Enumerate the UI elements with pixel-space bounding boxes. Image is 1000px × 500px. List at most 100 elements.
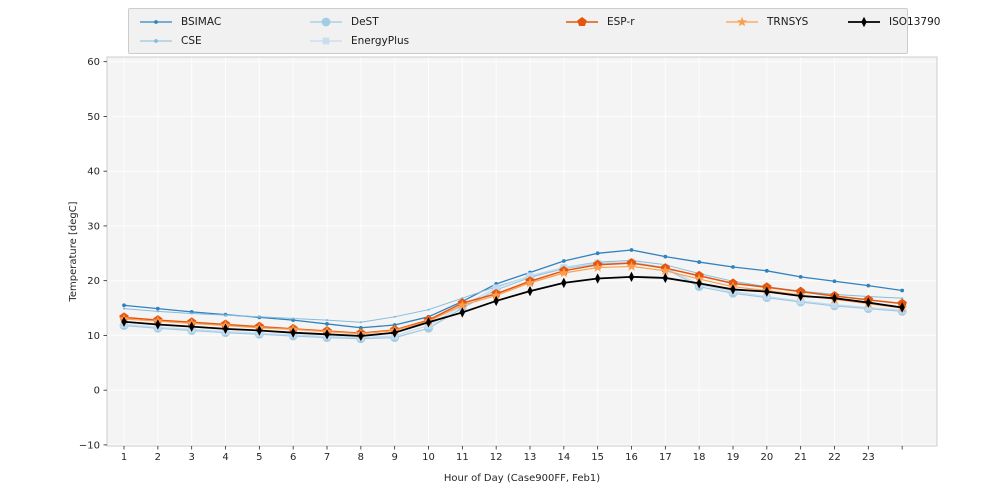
legend-marker-TRNSYS	[726, 16, 758, 26]
data-point	[861, 16, 867, 27]
data-point	[561, 277, 567, 289]
legend-marker-CSE	[140, 38, 172, 43]
data-point	[122, 303, 126, 308]
data-point	[492, 284, 500, 292]
data-point	[457, 299, 468, 310]
data-point	[660, 265, 671, 276]
data-point	[459, 307, 466, 318]
legend-label-TRNSYS: TRNSYS	[767, 15, 809, 28]
y-tick-label: 30	[87, 221, 100, 232]
data-point	[730, 284, 736, 295]
x-tick-label: 13	[524, 452, 537, 463]
data-point	[663, 254, 668, 259]
data-point	[154, 38, 158, 43]
data-point	[629, 248, 634, 252]
y-tick-label: 20	[87, 276, 100, 287]
data-point	[901, 297, 904, 300]
data-point	[393, 315, 396, 318]
data-point	[577, 16, 587, 26]
data-point	[595, 251, 600, 256]
x-tick-label: 11	[456, 452, 469, 463]
data-point	[899, 302, 905, 313]
data-point	[292, 317, 295, 320]
legend-item-BSIMAC: BSIMAC	[139, 13, 309, 30]
y-tick-label: 50	[87, 112, 100, 123]
legend-label-BSIMAC: BSIMAC	[181, 15, 222, 28]
data-point	[425, 317, 432, 328]
x-tick-label: 20	[760, 452, 773, 463]
data-point	[626, 261, 637, 271]
data-point	[493, 295, 499, 307]
data-point	[558, 267, 569, 278]
x-tick-label: 1	[121, 452, 127, 463]
legend-item-TRNSYS: TRNSYS	[725, 13, 847, 30]
legend-item-ISO13790: ISO13790	[847, 13, 940, 30]
data-point	[697, 260, 702, 264]
data-point	[188, 321, 195, 332]
data-point	[764, 286, 770, 297]
legend-marker-ISO13790	[848, 16, 880, 27]
data-point	[592, 262, 603, 272]
data-point	[156, 310, 159, 313]
data-point	[155, 319, 161, 330]
x-tick-label: 16	[625, 452, 638, 463]
data-point	[865, 297, 872, 308]
x-tick-label: 19	[727, 452, 740, 463]
legend-label-ESP-r: ESP-r	[607, 15, 635, 28]
y-tick-label: 0	[94, 386, 100, 397]
data-point	[121, 316, 127, 327]
data-point	[736, 16, 748, 26]
series-line-TRNSYS	[123, 265, 903, 335]
x-tick-label: 8	[358, 452, 364, 463]
data-point	[662, 272, 669, 284]
legend-marker-DeST	[310, 17, 342, 26]
legend-item-EnergyPlus: EnergyPlus	[309, 32, 565, 49]
data-point	[427, 308, 430, 311]
series-line-ISO13790	[123, 275, 903, 337]
data-point	[832, 279, 837, 284]
data-point	[527, 285, 533, 297]
data-point	[526, 272, 534, 280]
y-axis-label: Temperature [degC]	[68, 201, 79, 302]
data-point	[122, 307, 126, 310]
chart-legend: BSIMAC DeST ESP-r TRNSYS ISO13790 CSE EnergyPl…	[128, 8, 940, 54]
data-point	[190, 312, 193, 315]
x-tick-label: 3	[188, 452, 194, 463]
data-point	[491, 290, 502, 300]
data-point	[256, 325, 263, 336]
legend-label-DeST: DeST	[351, 15, 379, 28]
legend-label-EnergyPlus: EnergyPlus	[351, 34, 410, 47]
data-point	[189, 309, 194, 314]
y-tick-label: 10	[87, 331, 100, 342]
x-tick-label: 6	[290, 452, 296, 463]
series-line-ESP-r	[123, 262, 903, 334]
legend-label-ISO13790: ISO13790	[889, 15, 941, 28]
x-tick-label: 5	[256, 452, 262, 463]
x-tick-label: 12	[490, 452, 503, 463]
x-tick-label: 2	[155, 452, 161, 463]
y-tick-label: 60	[87, 57, 100, 68]
x-tick-label: 17	[659, 452, 672, 463]
legend-marker-BSIMAC	[140, 19, 172, 24]
data-point	[831, 301, 838, 309]
data-point	[866, 283, 871, 288]
x-tick-label: 4	[222, 452, 228, 463]
legend-label-CSE: CSE	[181, 34, 202, 47]
data-point	[325, 322, 329, 326]
data-point	[696, 278, 702, 289]
x-tick-label: 9	[391, 452, 397, 463]
x-tick-label: 22	[828, 452, 841, 463]
data-point	[224, 314, 227, 317]
x-tick-label: 7	[324, 452, 330, 463]
data-point	[322, 37, 330, 44]
y-tick-label: −10	[79, 440, 100, 451]
data-point	[731, 265, 735, 269]
data-point	[358, 325, 363, 330]
data-point	[524, 277, 536, 288]
data-point	[321, 17, 331, 26]
series-line-EnergyPlus	[123, 261, 903, 339]
data-point	[797, 290, 804, 302]
data-point	[764, 268, 769, 273]
